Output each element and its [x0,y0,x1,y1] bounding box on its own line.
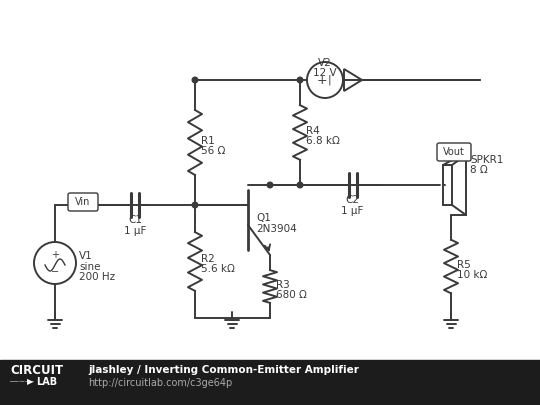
Text: 10 kΩ: 10 kΩ [457,269,488,279]
Circle shape [267,182,273,188]
Text: R4: R4 [306,126,320,136]
Text: Vin: Vin [75,197,91,207]
Text: ―∼―: ―∼― [10,377,33,386]
Text: Q1: Q1 [256,213,271,223]
Text: Vout: Vout [443,147,465,157]
Text: 680 Ω: 680 Ω [276,290,307,300]
Text: R3: R3 [276,279,290,290]
Circle shape [307,62,343,98]
Text: jlashley / Inverting Common-Emitter Amplifier: jlashley / Inverting Common-Emitter Ampl… [88,365,359,375]
Text: sine: sine [79,262,100,272]
Text: 5.6 kΩ: 5.6 kΩ [201,264,235,275]
Text: 1 μF: 1 μF [341,206,363,216]
Text: R1: R1 [201,136,215,145]
FancyBboxPatch shape [68,193,98,211]
Text: V1: V1 [79,251,93,261]
Text: http://circuitlab.com/c3ge64p: http://circuitlab.com/c3ge64p [88,378,232,388]
Text: C1: C1 [128,215,142,225]
Text: +: + [316,73,327,87]
Circle shape [34,242,76,284]
Bar [0,360,540,405]
Circle shape [297,77,303,83]
Text: 2N3904: 2N3904 [256,224,297,234]
Circle shape [297,182,303,188]
FancyBboxPatch shape [437,143,471,161]
Text: C2: C2 [346,195,360,205]
Text: R2: R2 [201,254,215,264]
Text: 12 V: 12 V [313,68,337,78]
Text: V2: V2 [318,58,332,68]
Text: 6.8 kΩ: 6.8 kΩ [306,136,340,145]
Text: SPKR1: SPKR1 [470,155,503,165]
Text: −: − [51,267,59,277]
Text: LAB: LAB [36,377,57,387]
Text: 200 Hz: 200 Hz [79,272,115,282]
Text: R5: R5 [457,260,471,269]
Text: ▶: ▶ [27,377,33,386]
Text: CIRCUIT: CIRCUIT [10,364,63,377]
Text: 56 Ω: 56 Ω [201,145,225,156]
Text: 1 μF: 1 μF [124,226,146,236]
Text: 8 Ω: 8 Ω [470,165,488,175]
Circle shape [192,202,198,208]
Text: +: + [51,250,59,260]
Text: |: | [327,75,331,85]
Circle shape [192,77,198,83]
